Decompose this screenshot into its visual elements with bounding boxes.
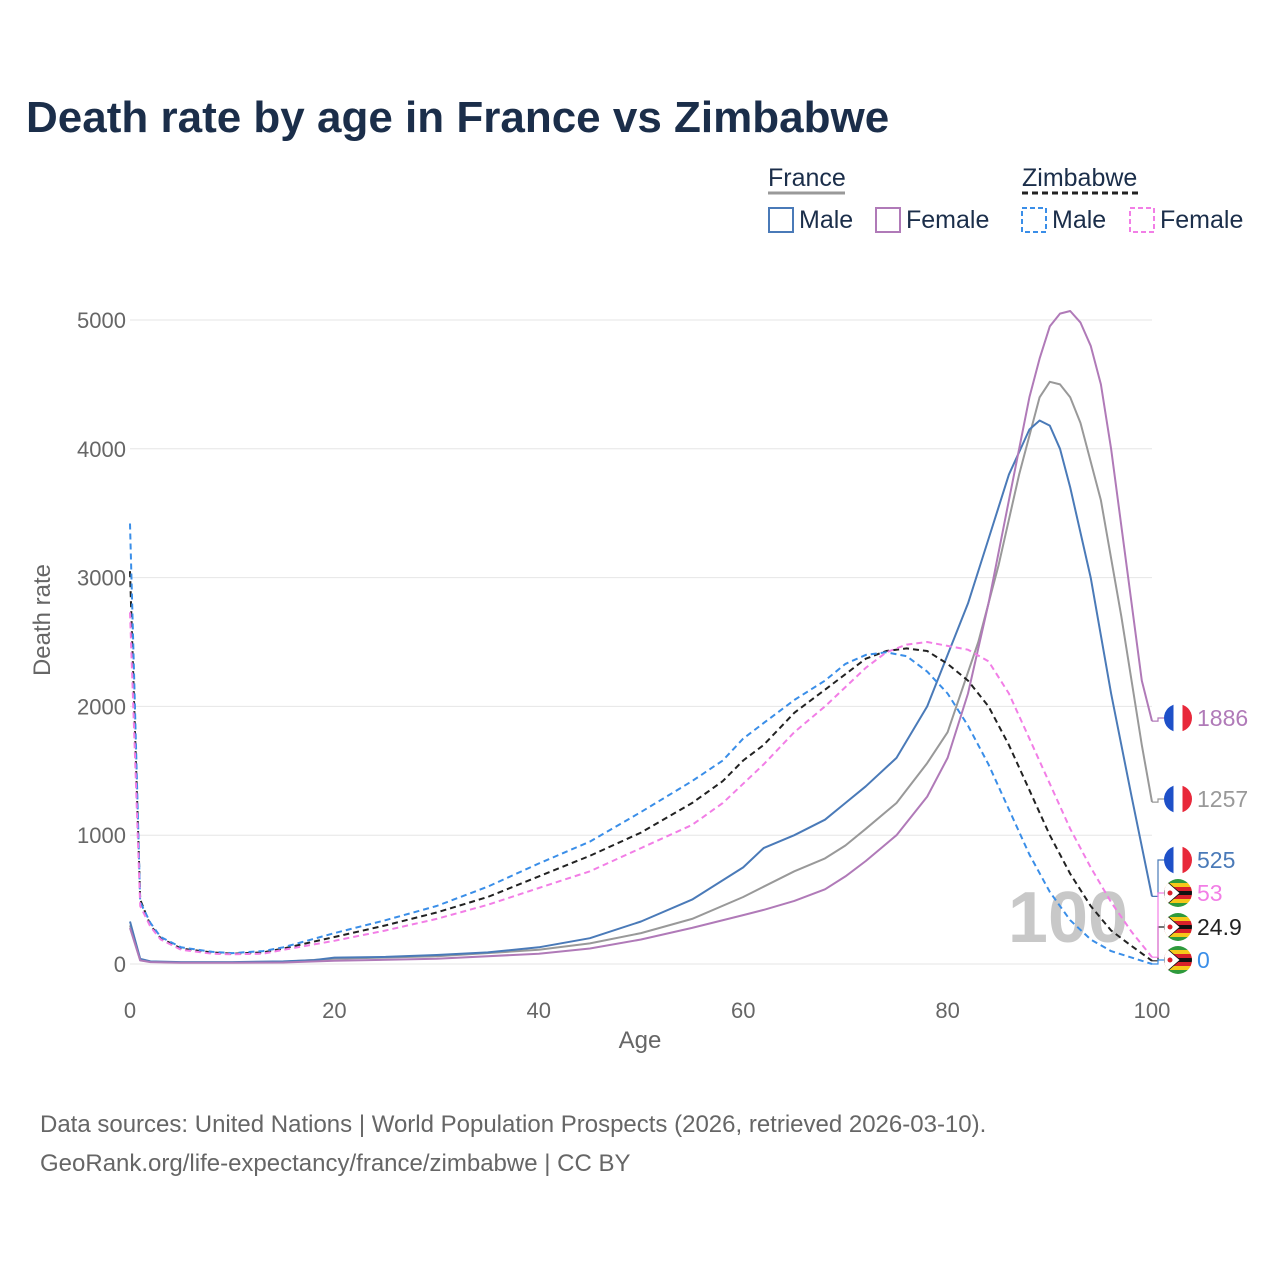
x-tick-label: 0 <box>124 998 136 1023</box>
legend-label-zimbabwe-male: Male <box>1052 206 1106 234</box>
end-marker-france-total: 1257 <box>1152 785 1248 813</box>
x-axis-ticks: 0 20 40 60 80 100 <box>124 998 1170 1023</box>
y-tick-label: 5000 <box>77 308 126 333</box>
zimbabwe-flag-icon <box>1164 946 1192 974</box>
end-value-label: 525 <box>1197 847 1235 873</box>
legend-label-france-female: Female <box>906 206 989 234</box>
france-flag-icon <box>1164 704 1192 732</box>
zimbabwe-flag-icon <box>1164 879 1192 907</box>
source-line-2: GeoRank.org/life-expectancy/france/zimba… <box>40 1150 631 1177</box>
legend-group-label-zimbabwe: Zimbabwe <box>1022 164 1137 192</box>
series-line-france-total <box>129 380 1153 964</box>
zimbabwe-flag-icon <box>1164 913 1192 941</box>
end-marker-zimbabwe-female: 53 <box>1152 879 1223 958</box>
end-connector <box>1152 717 1164 722</box>
end-connector <box>1152 959 1164 965</box>
end-value-label: 1886 <box>1197 705 1248 731</box>
series-line-zimbabwe-female <box>129 612 1153 958</box>
legend-label-zimbabwe-female: Female <box>1160 206 1243 234</box>
x-axis-label: Age <box>619 1027 662 1054</box>
gridlines <box>130 319 1152 965</box>
legend-group-label-france: France <box>768 164 846 192</box>
x-tick-label: 60 <box>731 998 755 1023</box>
y-axis-ticks: 0 1000 2000 3000 4000 5000 <box>77 308 126 977</box>
y-tick-label: 1000 <box>77 823 126 848</box>
end-connector <box>1152 798 1164 803</box>
series-line-zimbabwe-male <box>129 523 1153 965</box>
end-connector <box>1152 859 1164 897</box>
series-line-zimbabwe-total <box>129 571 1153 962</box>
end-marker-france-female: 1886 <box>1152 704 1248 732</box>
x-tick-label: 100 <box>1134 998 1171 1023</box>
end-marker-zimbabwe-total: 24.9 <box>1152 913 1242 962</box>
source-line-1: Data sources: United Nations | World Pop… <box>40 1111 986 1138</box>
legend: France Male Female Zimbabwe Male Female <box>768 164 1243 234</box>
legend-group-zimbabwe: Zimbabwe Male Female <box>1021 164 1243 234</box>
x-tick-label: 40 <box>527 998 551 1023</box>
y-tick-label: 4000 <box>77 437 126 462</box>
end-value-label: 53 <box>1197 880 1223 906</box>
legend-label-france-male: Male <box>799 206 853 234</box>
y-axis-label: Death rate <box>29 564 56 676</box>
legend-swatch-france-male <box>768 207 794 233</box>
x-tick-label: 80 <box>935 998 959 1023</box>
legend-swatch-france-female <box>875 207 901 233</box>
end-value-label: 24.9 <box>1197 914 1242 940</box>
end-marker-france-male: 525 <box>1152 846 1235 897</box>
y-tick-label: 0 <box>114 952 126 977</box>
legend-swatch-zimbabwe-female <box>1129 207 1155 233</box>
year-annotation: 100 <box>1008 878 1128 958</box>
france-flag-icon <box>1164 846 1192 874</box>
series-line-france-male <box>129 419 1153 964</box>
chart-title: Death rate by age in France vs Zimbabwe <box>26 93 889 142</box>
france-flag-icon <box>1164 785 1192 813</box>
legend-group-france: France Male Female <box>768 164 989 234</box>
legend-swatch-zimbabwe-male <box>1021 207 1047 233</box>
x-tick-label: 20 <box>322 998 346 1023</box>
series-lines <box>129 310 1153 965</box>
series-line-france-female <box>129 310 1153 964</box>
end-value-label: 0 <box>1197 947 1210 973</box>
end-markers: 1257 525 1886 24.9 0 53 <box>1152 704 1248 974</box>
end-connector <box>1152 892 1164 958</box>
end-value-label: 1257 <box>1197 786 1248 812</box>
end-marker-zimbabwe-male: 0 <box>1152 946 1210 974</box>
y-tick-label: 2000 <box>77 694 126 719</box>
y-tick-label: 3000 <box>77 566 126 591</box>
